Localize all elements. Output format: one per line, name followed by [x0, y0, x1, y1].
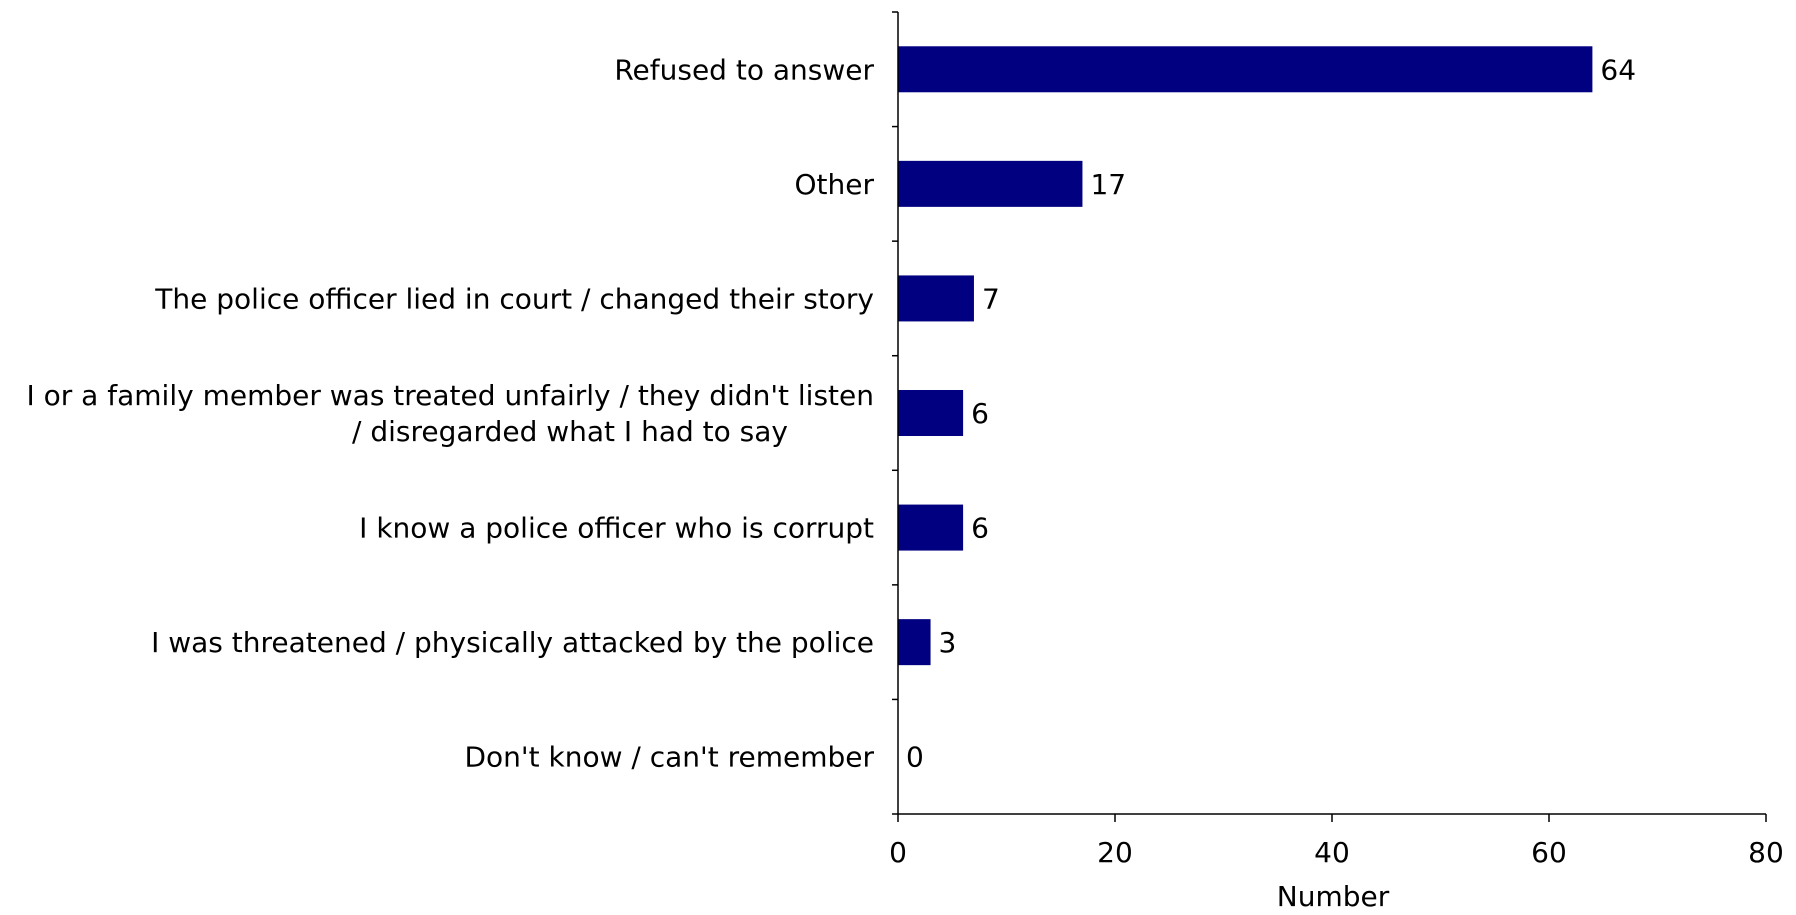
bar [898, 390, 964, 436]
category-label: I or a family member was treated unfairl… [26, 379, 874, 412]
x-tick-label: 0 [889, 836, 907, 869]
category-label: I know a police officer who is corrupt [359, 512, 874, 545]
bar [898, 46, 1593, 93]
bar [898, 275, 974, 322]
x-tick-label: 40 [1314, 836, 1350, 869]
category-label: I was threatened / physically attacked b… [151, 626, 874, 659]
data-label: 3 [939, 626, 957, 659]
data-label: 0 [906, 741, 924, 774]
category-label: The police officer lied in court / chang… [154, 282, 874, 315]
bar [898, 504, 964, 551]
category-label: Don't know / can't remember [464, 741, 874, 774]
data-label: 17 [1090, 168, 1126, 201]
category-label: Other [794, 168, 874, 201]
bar [898, 160, 1083, 207]
x-tick-label: 20 [1097, 836, 1133, 869]
tick-labels-group: 0 20 40 60 80 [889, 836, 1784, 869]
data-label: 6 [971, 512, 989, 545]
bars-group [898, 46, 1593, 666]
category-label: / disregarded what I had to say [352, 415, 788, 448]
data-label: 6 [971, 397, 989, 430]
bar [898, 619, 931, 666]
category-label: Refused to answer [614, 53, 874, 86]
x-axis-title: Number [1277, 880, 1390, 913]
data-label: 7 [982, 282, 1000, 315]
x-tick-label: 80 [1748, 836, 1784, 869]
data-label: 64 [1600, 53, 1636, 86]
value-labels-group: 64 17 7 6 6 3 0 [906, 53, 1636, 773]
axes-group [892, 11, 1767, 822]
category-labels-group: Refused to answer Other The police officer… [26, 53, 874, 773]
x-tick-label: 60 [1531, 836, 1567, 869]
